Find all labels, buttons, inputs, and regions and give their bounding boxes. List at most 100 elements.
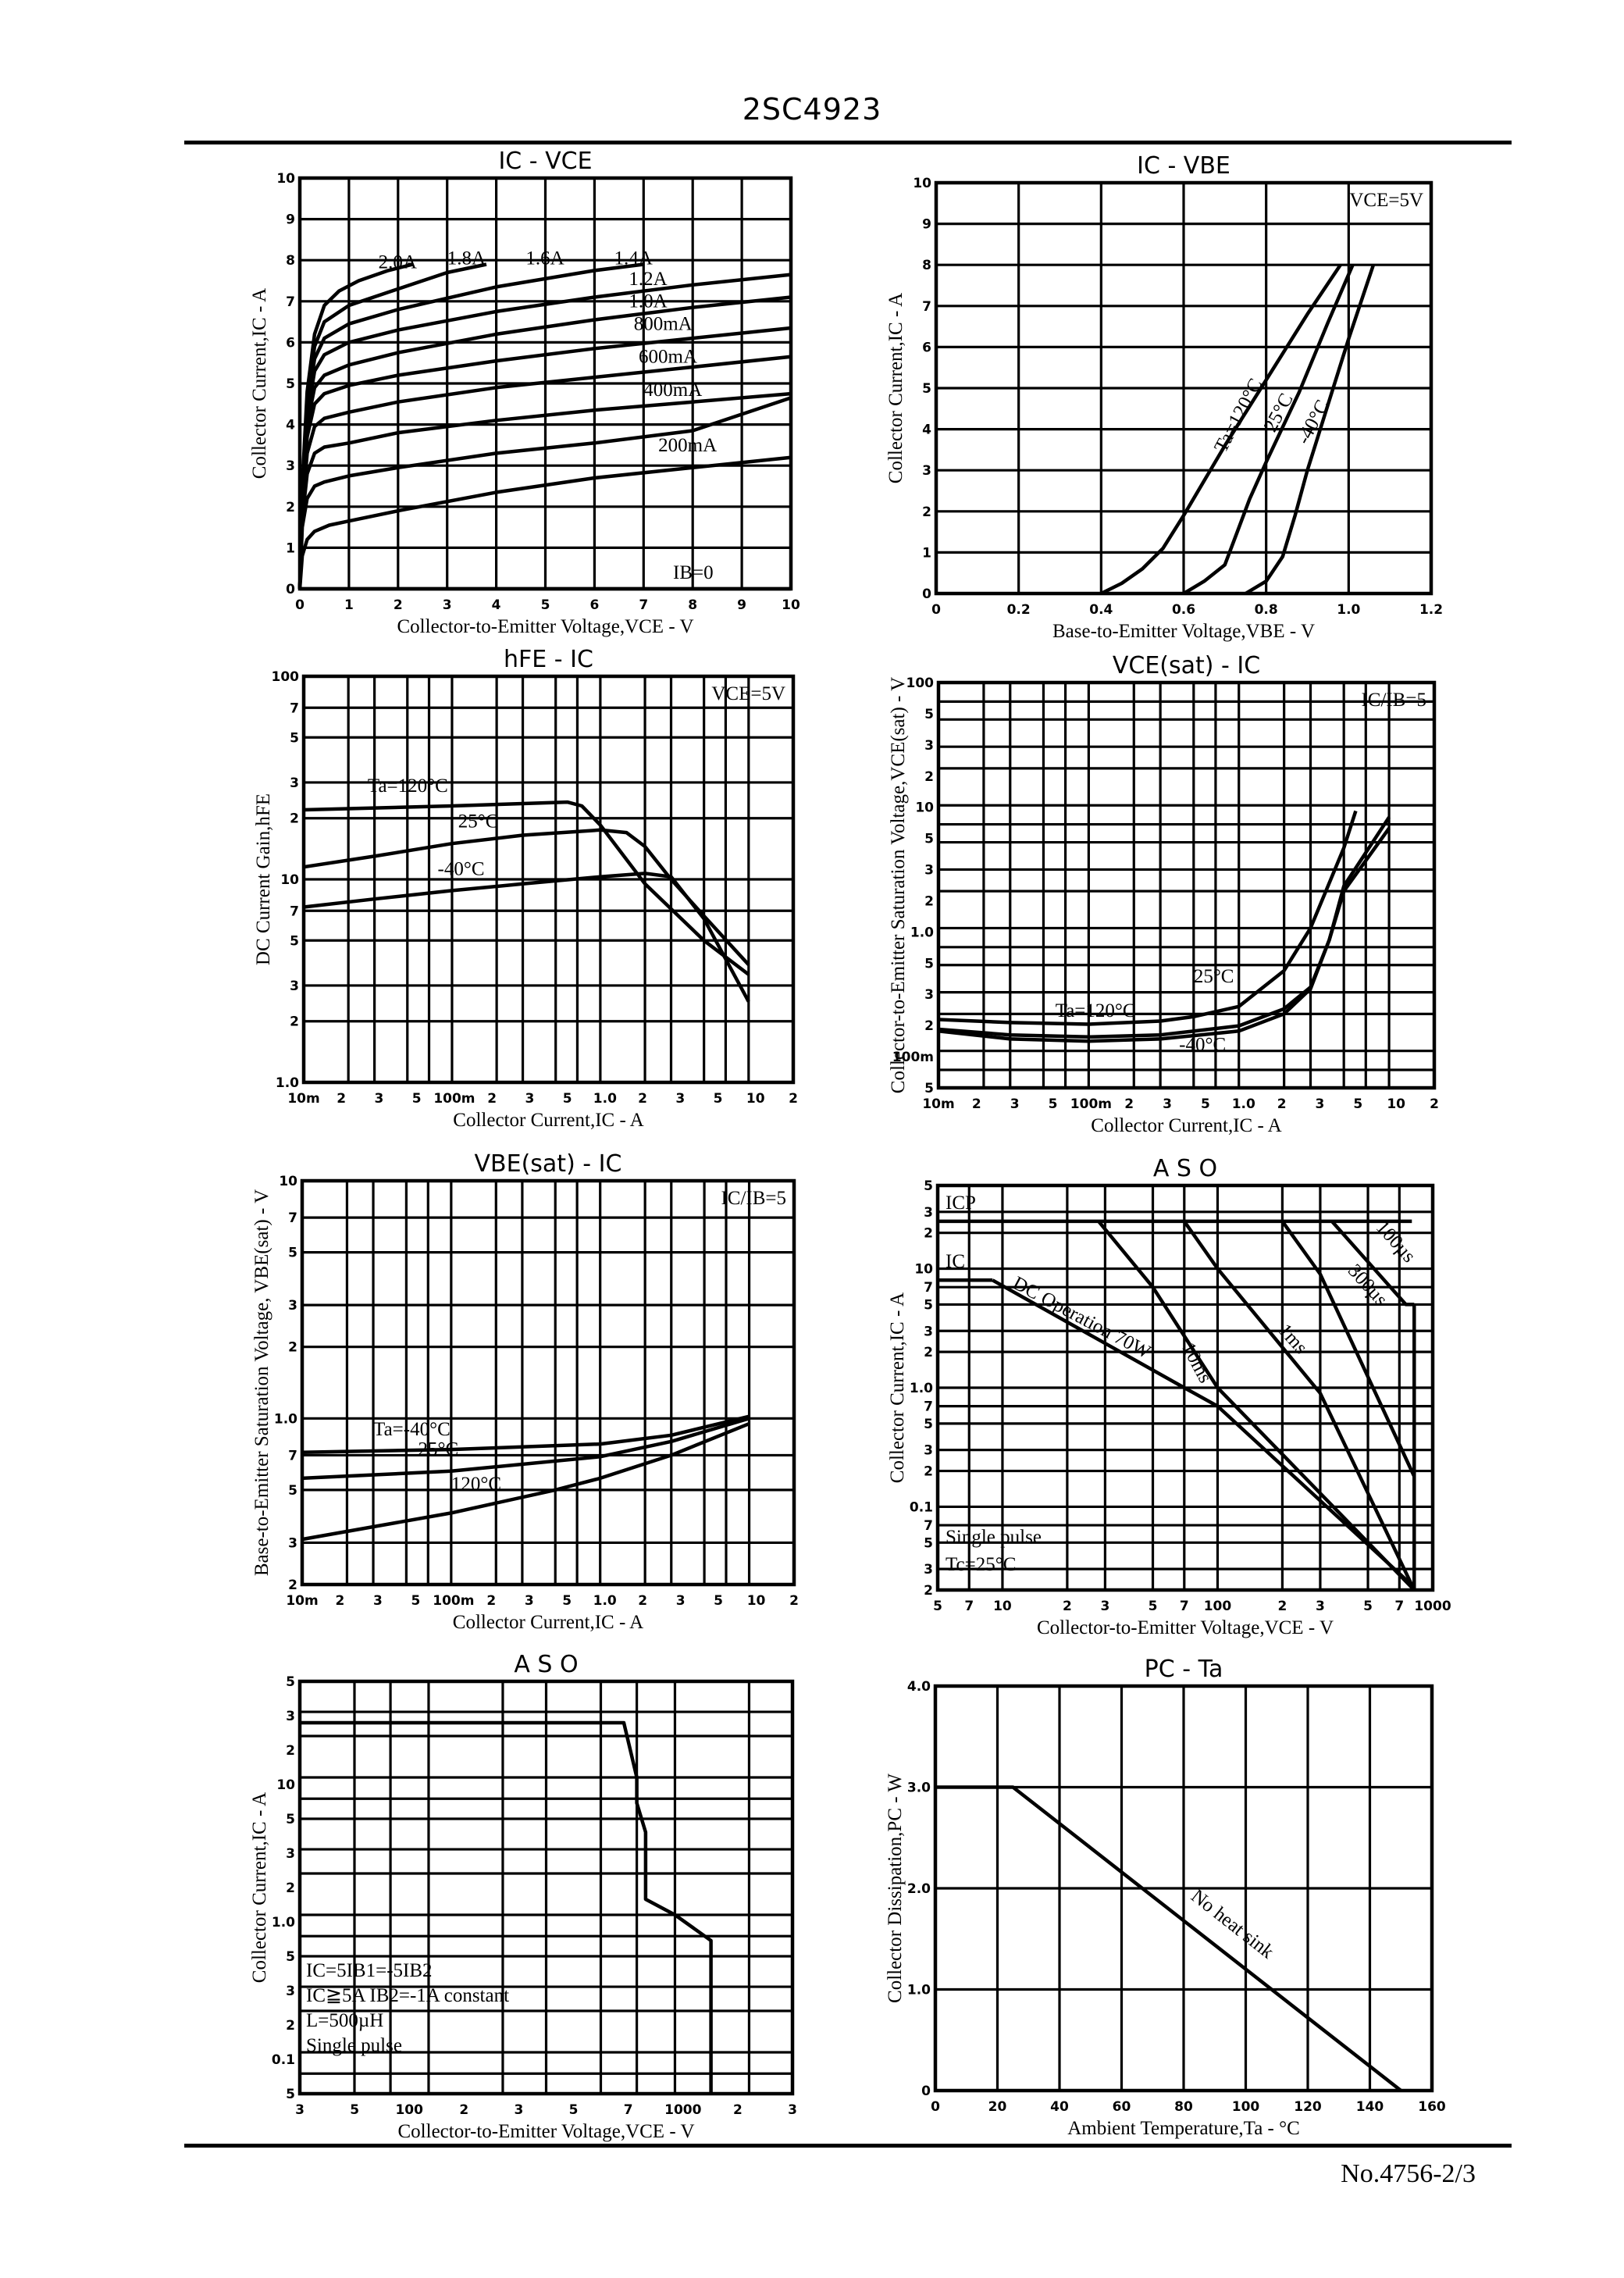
curve-label: 1.0A (629, 291, 667, 312)
curve-label: 100µs (1372, 1217, 1419, 1267)
y-tick-label: 2 (286, 1881, 295, 1896)
curve-100-s (1330, 1220, 1415, 1307)
y-tick-label: 2 (922, 504, 931, 520)
x-tick-label: 100 (395, 2102, 423, 2118)
x-tick-label: 0.8 (1255, 602, 1278, 618)
y-tick-label: 7 (924, 1280, 933, 1296)
x-tick-label: 10 (746, 1091, 765, 1107)
x-tick-label: 6 (589, 597, 599, 613)
x-tick-label: 10 (747, 1593, 766, 1609)
y-tick-label: 5 (924, 1178, 933, 1194)
y-tick-label: 7 (290, 701, 299, 716)
x-tick-label: 5 (1201, 1096, 1210, 1112)
y-tick-label: 4.0 (907, 1679, 931, 1695)
y-tick-label: 5 (286, 1812, 295, 1827)
x-tick-label: 120 (1294, 2099, 1322, 2115)
curve-label: -40°C (1293, 397, 1334, 448)
plot-frame (297, 1679, 795, 2096)
y-tick-label: 4 (922, 422, 931, 438)
y-tick-label: 5 (924, 1081, 934, 1096)
curve-label: 1.2A (629, 269, 667, 290)
y-tick-label: 5 (924, 707, 934, 722)
y-tick-label: 7 (924, 1399, 933, 1415)
y-tick-label: 3 (924, 1562, 933, 1577)
x-tick-label: 5 (412, 1091, 422, 1107)
x-tick-label: 7 (624, 2102, 633, 2118)
curve-label: 200mA (658, 435, 717, 456)
curve-label: 600mA (639, 347, 697, 368)
x-tick-label: 100m (1070, 1096, 1112, 1112)
x-axis-label: Ambient Temperature,Ta - °C (1067, 2118, 1300, 2139)
x-tick-label: 3 (1316, 1599, 1325, 1614)
x-tick-label: 5 (541, 597, 550, 613)
curve-label: 800mA (634, 314, 693, 335)
y-tick-label: 1.0 (274, 1411, 297, 1427)
curve-10ms (1097, 1220, 1416, 1592)
part-number-title: 2SC4923 (742, 92, 882, 127)
curve-label: No heat sink (1187, 1885, 1278, 1963)
curve-rbsoa (300, 1720, 713, 2094)
y-tick-label: 2 (286, 1743, 295, 1759)
x-tick-label: 5 (1049, 1096, 1058, 1112)
x-tick-label: 2 (1124, 1096, 1134, 1112)
page-number: No.4756-2/3 (1341, 2159, 1476, 2188)
y-tick-label: 10 (279, 1174, 297, 1189)
curve-1ms (1182, 1220, 1416, 1591)
x-tick-label: 3 (443, 597, 452, 613)
curve-no-heat-sink (935, 1785, 1402, 2092)
y-tick-label: 0 (922, 586, 931, 602)
y-tick-label: 1.0 (910, 925, 934, 940)
y-axis-label: Collector Current,IC - A (887, 1292, 908, 1483)
curve-ta-40-c (301, 1414, 750, 1454)
y-tick-label: 5 (924, 1417, 933, 1432)
x-tick-label: 4 (492, 597, 501, 613)
x-tick-label: 2 (638, 1091, 647, 1107)
x-tick-label: 3 (1100, 1599, 1109, 1614)
y-tick-label: 7 (288, 1448, 297, 1463)
chart-aso-1: 5 7 10 2 3 5 7 100 2 3 5 7 100023570.123571.02357102… (887, 1155, 1451, 1638)
y-tick-label: 7 (924, 1518, 933, 1534)
y-tick-label: 2 (288, 1340, 297, 1356)
y-tick-label: 2 (286, 500, 295, 515)
y-tick-label: 2 (924, 1018, 934, 1034)
y-tick-label: 3 (286, 1984, 295, 1999)
plot-frame (936, 680, 1437, 1090)
gridlines (934, 1684, 1433, 2092)
x-axis-label: Collector Current,IC - A (1091, 1115, 1281, 1136)
y-tick-label: 7 (922, 299, 931, 315)
y-tick-label: 0 (286, 582, 295, 597)
x-tick-label: 2 (336, 1593, 345, 1609)
gridlines (937, 681, 1436, 1089)
y-tick-label: 2 (924, 1226, 933, 1242)
y-tick-label: 1 (922, 545, 931, 561)
x-tick-label: 80 (1174, 2099, 1193, 2115)
y-tick-label: 5 (286, 1674, 295, 1690)
y-tick-label: 10 (276, 171, 295, 187)
curve-600ma (297, 391, 792, 590)
x-tick-label: 5 (411, 1593, 420, 1609)
x-tick-label: 3 (1163, 1096, 1172, 1112)
x-tick-label: 20 (988, 2099, 1007, 2115)
plot-frame (933, 1684, 1434, 2093)
curve-label: 1.8A (447, 248, 486, 269)
x-tick-label: 140 (1356, 2099, 1384, 2115)
y-tick-label: 100m (892, 1050, 934, 1065)
y-tick-label: 3 (922, 463, 931, 479)
plot-frame (300, 1178, 796, 1587)
y-tick-label: 10 (280, 872, 299, 888)
y-axis-label: Collector Current,IC - A (249, 1792, 270, 1983)
x-tick-label: 2 (972, 1096, 981, 1112)
y-tick-label: 0.1 (910, 1499, 933, 1515)
plot-frame (935, 1183, 1435, 1592)
x-tick-label: 1.2 (1419, 602, 1443, 618)
y-axis-label: DC Current Gain,hFE (253, 793, 274, 965)
y-tick-label: 6 (286, 335, 295, 351)
x-tick-label: 0 (295, 597, 304, 613)
x-axis-label: Collector Current,IC - A (453, 1110, 643, 1131)
curve-label: 400mA (643, 380, 702, 401)
y-tick-label: 1 (286, 540, 295, 556)
x-tick-label: 7 (639, 597, 648, 613)
gridlines (301, 1179, 796, 1586)
x-tick-label: 2 (789, 1091, 798, 1107)
